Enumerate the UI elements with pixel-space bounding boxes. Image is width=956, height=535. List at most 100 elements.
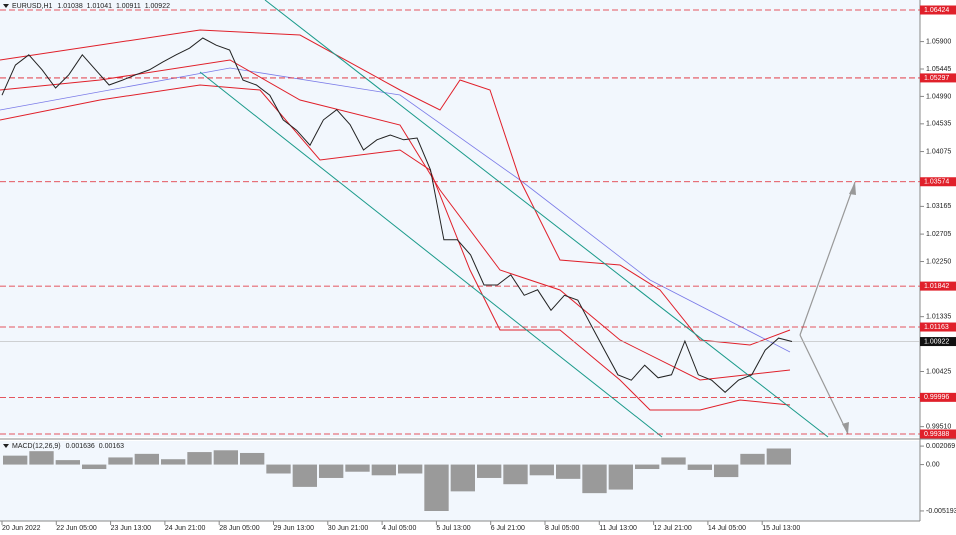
moving-average	[0, 67, 791, 353]
level-label: 1.01842	[924, 283, 949, 290]
macd-bar	[740, 453, 765, 465]
macd-bar	[635, 464, 660, 470]
macd-title: MACD(12,26,9)	[12, 443, 61, 450]
macd-bar	[55, 460, 80, 465]
y-tick-label: 1.04075	[926, 148, 951, 155]
y-tick-label: 1.02250	[926, 258, 951, 265]
x-tick-label: 20 Jun 2022	[2, 525, 41, 532]
channel-line	[264, 0, 829, 438]
low: 1.00911	[116, 3, 141, 10]
macd-bar	[556, 464, 581, 479]
y-tick-label: 1.05445	[926, 66, 951, 73]
level-label: 1.03574	[924, 179, 949, 186]
macd-bar	[371, 464, 396, 476]
level-label: 0.99388	[924, 431, 949, 438]
macd-bar	[266, 464, 291, 474]
macd-header: MACD(12,26,9) 0.001636 0.00163	[12, 443, 124, 450]
macd-bar	[477, 464, 502, 478]
macd-bar	[134, 453, 159, 465]
y-tick-label: 1.05900	[926, 38, 951, 45]
macd-bar	[213, 450, 238, 465]
level-badge	[920, 281, 956, 291]
macd-bar	[687, 464, 712, 470]
indicators	[0, 0, 856, 438]
macd-value: 0.001636	[66, 443, 95, 450]
y-tick-label: 0.002069	[926, 443, 955, 450]
level-label: 0.99996	[924, 394, 949, 401]
arrowhead	[842, 422, 849, 434]
x-tick-label: 28 Jun 05:00	[219, 525, 260, 532]
macd-bar	[398, 464, 423, 474]
macd-signal: 0.00163	[99, 443, 124, 450]
price-pane	[0, 0, 920, 437]
macd-bar	[582, 464, 607, 494]
arrowhead	[849, 182, 856, 195]
macd-bar	[3, 455, 28, 465]
level-badge	[920, 177, 956, 187]
x-tick-label: 11 Jul 13:00	[599, 525, 637, 532]
macd-bar	[424, 464, 449, 511]
macd-bar	[766, 448, 791, 465]
macd-bar	[29, 451, 54, 465]
macd-bar	[714, 464, 739, 478]
macd-bar	[319, 464, 344, 478]
x-tick-label: 12 Jul 21:00	[654, 525, 692, 532]
icon	[3, 4, 9, 8]
level-label: 1.05297	[924, 75, 949, 82]
open: 1.01038	[57, 3, 82, 10]
macd-bar	[503, 464, 528, 485]
level-badge	[920, 322, 956, 332]
y-tick-label: 0.99510	[926, 423, 951, 430]
y-tick-label: -0.005193	[926, 508, 956, 515]
x-tick-label: 5 Jul 13:00	[436, 525, 470, 532]
y-tick-label: 1.02705	[926, 231, 951, 238]
macd-bar	[82, 464, 107, 470]
x-tick-label: 14 Jul 05:00	[708, 525, 746, 532]
price-label: 1.00922	[924, 338, 949, 345]
x-tick-label: 8 Jul 05:00	[545, 525, 579, 532]
macd-bar	[161, 459, 186, 465]
macd-bar	[292, 464, 317, 487]
level-badge	[920, 73, 956, 83]
level-label: 1.01163	[924, 324, 949, 331]
x-tick-label: 22 Jun 05:00	[56, 525, 97, 532]
y-tick-label: 1.01335	[926, 314, 951, 321]
x-tick-label: 29 Jun 13:00	[274, 525, 315, 532]
channel-line	[199, 71, 663, 438]
arrow	[799, 334, 849, 435]
x-tick-label: 15 Jul 13:00	[762, 525, 800, 532]
y-tick-label: 1.03165	[926, 203, 951, 210]
header: EURUSD,H1 1.01038 1.01041 1.00911 1.0092…	[12, 3, 170, 10]
macd-bar	[345, 464, 370, 472]
x-tick-label: 24 Jun 21:00	[165, 525, 206, 532]
macd-bar	[187, 452, 212, 465]
x-tick-label: 30 Jun 21:00	[328, 525, 369, 532]
symbol: EURUSD,H1	[12, 3, 53, 10]
level-badge	[920, 5, 956, 15]
macd-bar	[661, 457, 686, 465]
icon	[3, 444, 9, 448]
price-line	[1, 37, 793, 393]
price-badge	[920, 337, 956, 347]
x-tick-label: 6 Jul 21:00	[491, 525, 525, 532]
close: 1.00922	[145, 3, 170, 10]
level-label: 1.06424	[924, 7, 949, 14]
y-tick-label: 1.04535	[926, 121, 951, 128]
arrow	[799, 181, 856, 336]
bollinger-upper	[0, 29, 791, 346]
bollinger-lower	[0, 84, 791, 411]
y-tick-label: 1.04990	[926, 93, 951, 100]
level-badge	[920, 392, 956, 402]
bollinger-middle	[0, 59, 791, 381]
x-tick-label: 23 Jun 13:00	[111, 525, 152, 532]
macd-bar	[608, 464, 633, 490]
macd-bar	[240, 452, 265, 465]
macd-bar	[529, 464, 554, 476]
level-badge	[920, 429, 956, 439]
macd-bar	[108, 457, 133, 465]
y-tick-label: 1.00425	[926, 368, 951, 375]
x-tick-label: 4 Jul 05:00	[382, 525, 416, 532]
y-tick-label: 0.00	[926, 461, 940, 468]
macd-bar	[450, 464, 475, 492]
